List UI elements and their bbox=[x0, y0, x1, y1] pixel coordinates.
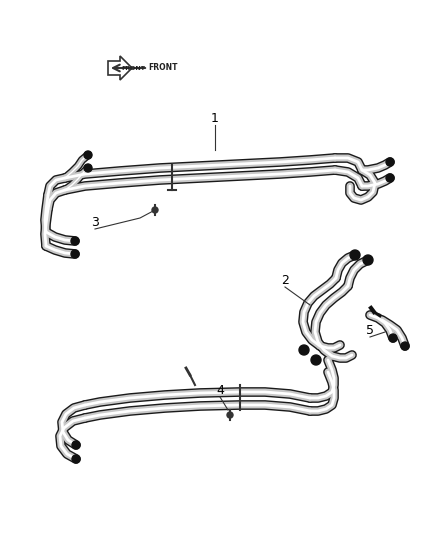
Text: 2: 2 bbox=[281, 273, 289, 287]
Text: 1: 1 bbox=[211, 111, 219, 125]
Text: FRONT: FRONT bbox=[148, 63, 177, 72]
Circle shape bbox=[84, 164, 92, 172]
Circle shape bbox=[84, 151, 92, 159]
Circle shape bbox=[386, 158, 394, 166]
Circle shape bbox=[72, 455, 80, 463]
Text: 5: 5 bbox=[366, 324, 374, 336]
Circle shape bbox=[72, 441, 80, 449]
Circle shape bbox=[401, 342, 409, 350]
Circle shape bbox=[389, 334, 397, 342]
Circle shape bbox=[299, 345, 309, 355]
Circle shape bbox=[71, 237, 79, 245]
Circle shape bbox=[71, 250, 79, 258]
Circle shape bbox=[363, 255, 373, 265]
Text: 3: 3 bbox=[91, 215, 99, 229]
Circle shape bbox=[311, 355, 321, 365]
Circle shape bbox=[350, 250, 360, 260]
Circle shape bbox=[227, 412, 233, 418]
Circle shape bbox=[152, 207, 158, 213]
Text: FRONT: FRONT bbox=[121, 66, 145, 70]
Text: 4: 4 bbox=[216, 384, 224, 397]
Circle shape bbox=[386, 174, 394, 182]
